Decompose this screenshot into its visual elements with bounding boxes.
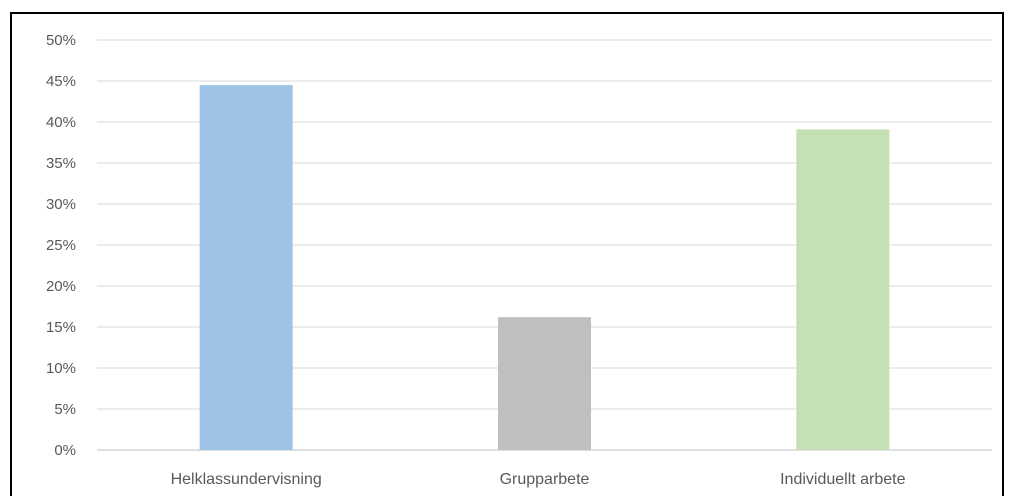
y-tick-label: 45% [46, 73, 76, 90]
y-tick-label: 10% [46, 360, 76, 377]
bar-grupparbete [498, 317, 591, 450]
y-tick-label: 30% [46, 196, 76, 213]
y-tick-label: 50% [46, 32, 76, 49]
bar-individuellt-arbete [796, 129, 890, 450]
x-category-label: Individuellt arbete [780, 471, 906, 488]
y-tick-label: 15% [46, 319, 76, 336]
y-tick-label: 0% [54, 442, 76, 459]
y-tick-label: 35% [46, 155, 76, 172]
x-category-label: Grupparbete [500, 471, 590, 488]
y-axis: 0% 5% 10% 15% 20% 25% 30% 35% 40% 45% 50% [46, 32, 76, 459]
y-tick-label: 5% [54, 401, 76, 418]
bar-helklassundervisning [199, 85, 293, 450]
x-axis: Helklassundervisning Grupparbete Individue… [171, 471, 906, 488]
x-category-label: Helklassundervisning [171, 471, 322, 488]
y-tick-label: 20% [46, 278, 76, 295]
bars [199, 85, 890, 450]
y-tick-label: 25% [46, 237, 76, 254]
y-tick-label: 40% [46, 114, 76, 131]
